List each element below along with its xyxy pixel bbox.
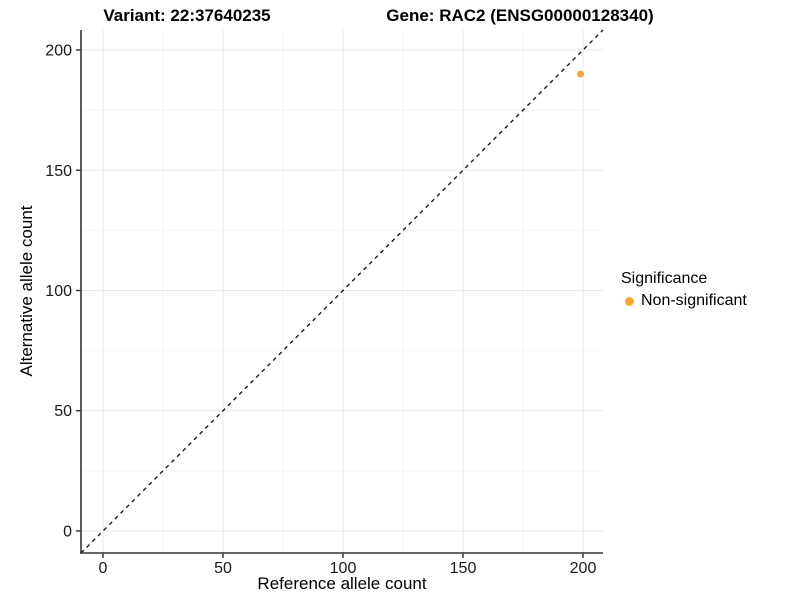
- x-tick-label: 150: [450, 560, 477, 577]
- x-tick-label: 50: [214, 560, 232, 577]
- x-tick-label: 100: [330, 560, 357, 577]
- legend-point-icon: [625, 296, 634, 306]
- legend: Significance Non-significant: [621, 269, 747, 311]
- legend-entry-label: Non-significant: [641, 292, 747, 309]
- identity-line: [80, 29, 604, 554]
- x-tick-label: 200: [570, 560, 597, 577]
- y-tick-label: 50: [54, 403, 72, 420]
- variant-title: Variant: 22:37640235: [103, 6, 271, 25]
- gene-title: Gene: RAC2 (ENSG00000128340): [386, 6, 654, 25]
- y-tick-label: 0: [63, 523, 72, 540]
- x-tick-label: 0: [99, 560, 108, 577]
- legend-title: Significance: [621, 270, 708, 287]
- x-axis-title: Reference allele count: [257, 574, 427, 593]
- y-tick-label: 100: [45, 283, 72, 300]
- y-tick-label: 150: [45, 163, 72, 180]
- legend-entry: Non-significant: [621, 291, 747, 311]
- y-tick-label: 200: [45, 43, 72, 60]
- data-point: [577, 70, 585, 78]
- y-axis-title: Alternative allele count: [17, 205, 36, 377]
